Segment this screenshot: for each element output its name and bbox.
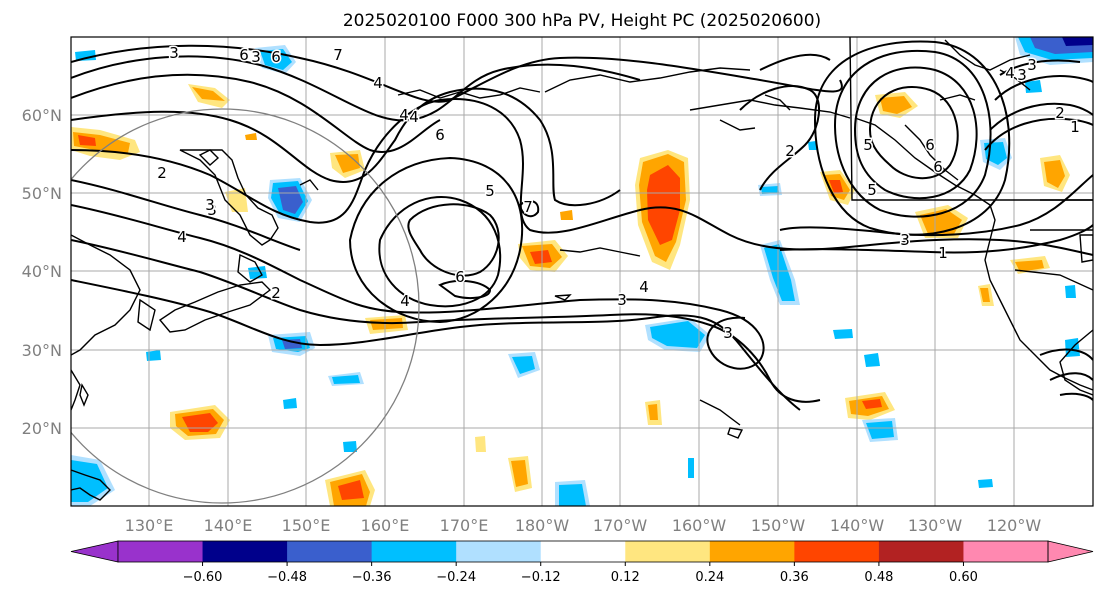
contour-label: 7 <box>523 198 533 216</box>
colorbar-tick-label: −0.48 <box>267 570 307 585</box>
lon-label: 130°W <box>908 516 963 535</box>
longitude-labels: 130°E 140°E 150°E 160°E 170°E 180°W 170°… <box>125 516 1042 535</box>
contour-label: 1 <box>1070 118 1080 136</box>
pv-shading <box>71 37 1093 506</box>
contour-label: 4 <box>639 278 649 296</box>
coastlines <box>71 37 1093 501</box>
contour-label: 3 <box>1017 66 1027 84</box>
colorbar-extend-max <box>1047 540 1094 563</box>
lon-label: 150°W <box>751 516 806 535</box>
contour-label: 6 <box>455 268 465 286</box>
contour-label: 4 <box>177 228 187 246</box>
contour-label: 2 <box>785 142 795 160</box>
contour-label: 3 <box>169 44 179 62</box>
colorbar-swatch <box>456 541 542 562</box>
colorbar-tick-label: 0.60 <box>949 570 978 585</box>
colorbar-swatch <box>118 541 204 562</box>
colorbar-swatch <box>540 541 626 562</box>
colorbar-extend-min <box>70 540 119 563</box>
contour-label: 6 <box>925 136 935 154</box>
contour-label: 3 <box>723 324 733 342</box>
lon-label: 120°W <box>987 516 1042 535</box>
lat-label: 20°N <box>22 419 62 438</box>
height-contours <box>71 40 1093 411</box>
lat-label: 40°N <box>22 262 62 281</box>
lon-label: 130°E <box>125 516 174 535</box>
colorbar-swatch <box>287 541 373 562</box>
colorbar-swatch <box>371 541 457 562</box>
graticule <box>71 37 1093 506</box>
contour-label: 7 <box>333 46 343 64</box>
colorbar-outline <box>117 540 1049 563</box>
contour-label: 4 <box>373 74 383 92</box>
contour-label: 4 <box>409 108 419 126</box>
colorbar-swatch <box>794 541 880 562</box>
latitude-labels: 60°N 50°N 40°N 30°N 20°N <box>22 106 62 438</box>
contour-label: 3 <box>1027 56 1037 74</box>
colorbar-tick-label: 0.36 <box>780 570 809 585</box>
contour-label: 6 <box>435 126 445 144</box>
contour-label: 2 <box>271 284 281 302</box>
colorbar-tick-label: 0.12 <box>611 570 640 585</box>
colorbar-tick-label: −0.12 <box>521 570 561 585</box>
lat-label: 30°N <box>22 341 62 360</box>
contour-label: 3 <box>207 201 217 219</box>
lat-label: 60°N <box>22 106 62 125</box>
lon-label: 170°W <box>593 516 648 535</box>
projection-circle <box>71 108 420 504</box>
figure-title: 2025020100 F000 300 hPa PV, Height PC (2… <box>343 11 821 31</box>
contour-label: 5 <box>863 136 873 154</box>
colorbar-swatch <box>878 541 964 562</box>
contour-label: 3 <box>251 48 261 66</box>
contour-label: 5 <box>867 181 877 199</box>
colorbar-tick-label: 0.24 <box>695 570 724 585</box>
colorbar: −0.60 −0.48 −0.36 −0.24 −0.12 0.12 0.24 0.36 0.4… <box>70 540 1094 585</box>
colorbar-swatch <box>625 541 711 562</box>
lon-label: 180°W <box>515 516 570 535</box>
contour-label: 6 <box>933 158 943 176</box>
map-frame <box>70 36 1094 507</box>
lon-label: 160°W <box>672 516 727 535</box>
colorbar-swatch <box>709 541 795 562</box>
contour-label: 4 <box>1005 64 1015 82</box>
contour-label: 3 <box>617 291 627 309</box>
colorbar-swatch <box>202 541 288 562</box>
lon-label: 140°W <box>830 516 885 535</box>
contour-label: 4 <box>400 292 410 310</box>
colorbar-tick-label: 0.48 <box>864 570 893 585</box>
contour-label: 3 <box>900 231 910 249</box>
lon-label: 140°E <box>204 516 253 535</box>
contour-label: 6 <box>271 48 281 66</box>
lat-label: 50°N <box>22 184 62 203</box>
contour-label: 4 <box>399 106 409 124</box>
contour-label: 6 <box>239 46 249 64</box>
colorbar-tick-label: −0.36 <box>352 570 392 585</box>
colorbar-tick-label: −0.60 <box>183 570 223 585</box>
lon-label: 150°E <box>282 516 331 535</box>
colorbar-tick-label: −0.24 <box>436 570 476 585</box>
lon-label: 160°E <box>361 516 410 535</box>
contour-label: 2 <box>1055 104 1065 122</box>
contour-label: 3 <box>205 196 215 214</box>
contour-label: 1 <box>938 244 948 262</box>
colorbar-swatch <box>963 541 1049 562</box>
contour-label: 2 <box>157 164 167 182</box>
lon-label: 170°E <box>440 516 489 535</box>
contour-label: 5 <box>485 182 495 200</box>
